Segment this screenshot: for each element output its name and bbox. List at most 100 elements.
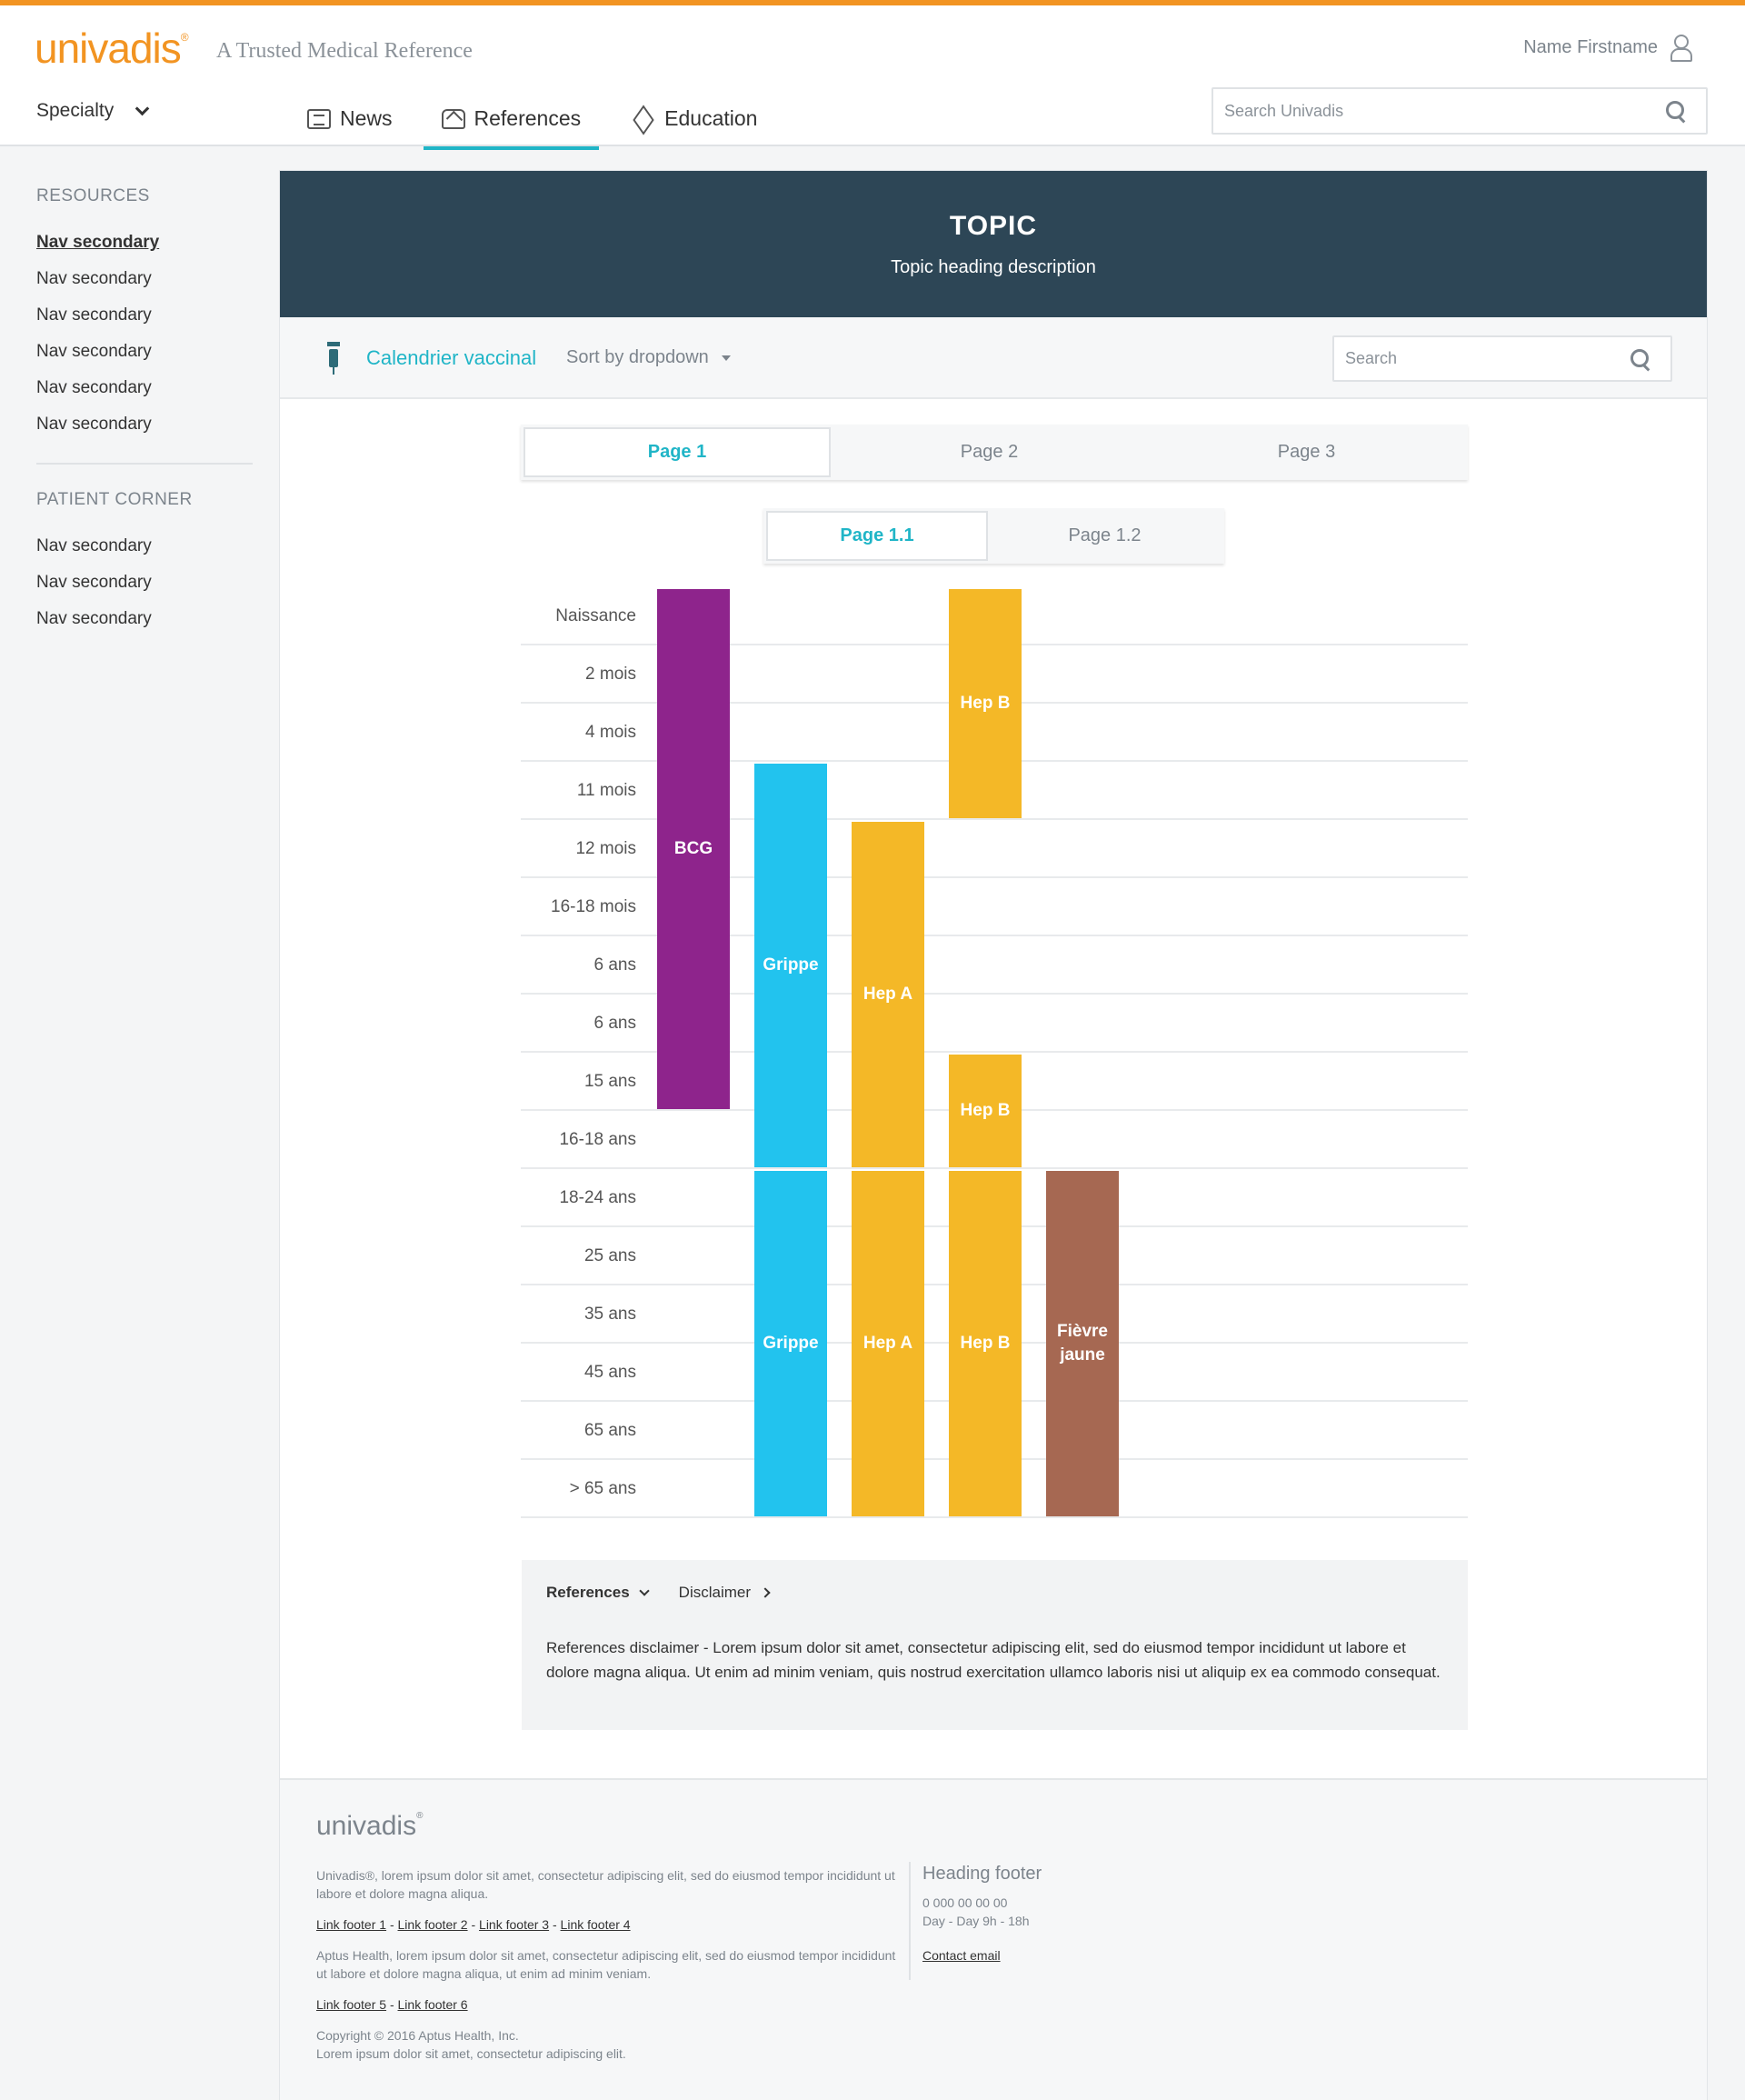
vaccine-label: Hep B (960, 694, 1011, 713)
footer-divider (909, 1862, 911, 1980)
vaccine-label: Grippe (763, 955, 819, 975)
footer-heading: Heading footer (922, 1864, 1042, 1884)
content-search-input[interactable] (1334, 337, 1670, 380)
age-label: 35 ans (583, 1305, 636, 1324)
search-icon[interactable] (1630, 349, 1650, 369)
contact-email-link[interactable]: Contact email (922, 1948, 1001, 1963)
sidebar-item-resource[interactable]: Nav secondary (36, 378, 152, 397)
specialty-dropdown[interactable]: Specialty (36, 100, 150, 122)
vaccine-bar[interactable]: Hep B (949, 589, 1022, 818)
footer-logo[interactable]: univadis® (316, 1811, 424, 1841)
vaccine-bar[interactable]: Hep B (949, 1171, 1022, 1516)
chart-row: 6 ans (521, 995, 1468, 1053)
age-label: 2 mois (585, 665, 636, 684)
sidebar-divider (36, 463, 253, 465)
topic-description: Topic heading description (891, 257, 1096, 277)
chart-row: > 65 ans (521, 1460, 1468, 1518)
site-search (1212, 87, 1708, 135)
references-toggle[interactable]: References (546, 1584, 650, 1602)
age-label: 12 mois (575, 839, 636, 858)
tab-page-1[interactable]: Page 1 (524, 427, 831, 477)
footer-link[interactable]: Link footer 5 (316, 1997, 387, 2012)
univadis-logo[interactable]: univadis® (35, 25, 189, 72)
vaccine-bar[interactable]: Grippe (754, 1171, 827, 1516)
vaccine-label: Hep A (863, 985, 913, 1004)
footer-contact: Heading footer 0 000 00 00 00 Day - Day … (922, 1865, 1042, 1965)
vaccine-bar[interactable]: Grippe (754, 764, 827, 1167)
copyright: Copyright © 2016 Aptus Health, Inc. (316, 2028, 519, 2043)
vaccine-label: Hep A (863, 1334, 913, 1353)
footer-link[interactable]: Link footer 3 (479, 1917, 550, 1932)
vaccine-bar[interactable]: Hep A (852, 1171, 924, 1516)
content-toolbar: Calendrier vaccinal Sort by dropdown (280, 317, 1707, 399)
age-label: Naissance (555, 606, 636, 625)
copyright-note: Lorem ipsum dolor sit amet, consectetur … (316, 2046, 626, 2061)
nav-references[interactable]: References (423, 87, 600, 150)
age-label: 18-24 ans (559, 1188, 636, 1207)
sidebar-item-patient[interactable]: Nav secondary (36, 536, 152, 555)
sort-dropdown[interactable]: Sort by dropdown (566, 347, 731, 368)
chart-row: 12 mois (521, 820, 1468, 878)
vaccination-calendar-chart: Naissance 2 mois 4 mois 11 mois 12 mois 16-18… (521, 587, 1468, 1701)
nav-news[interactable]: News (289, 87, 411, 150)
vaccine-bar[interactable]: Hep A (852, 822, 924, 1167)
topic-banner: TOPIC Topic heading description (280, 171, 1707, 317)
footer-info: Univadis®, lorem ipsum dolor sit amet, c… (316, 1866, 898, 2063)
vaccine-bar[interactable]: BCG (657, 589, 730, 1109)
chevron-down-icon (135, 101, 150, 115)
sidebar-item-resource[interactable]: Nav secondary (36, 233, 160, 252)
resources-heading: RESOURCES (36, 186, 150, 205)
age-label: 11 mois (576, 781, 636, 800)
sidebar-item-patient[interactable]: Nav secondary (36, 573, 152, 592)
sidebar-item-resource[interactable]: Nav secondary (36, 305, 152, 325)
vaccine-label: Hep B (960, 1334, 1011, 1353)
footer-phone: 0 000 00 00 00 (922, 1895, 1008, 1910)
site-header: univadis® A Trusted Medical Reference Na… (0, 5, 1745, 150)
topic-title: TOPIC (949, 211, 1038, 241)
sidebar-item-resource[interactable]: Nav secondary (36, 342, 152, 361)
news-icon (307, 108, 331, 129)
footer-link[interactable]: Link footer 4 (560, 1917, 631, 1932)
sidebar-item-resource[interactable]: Nav secondary (36, 415, 152, 434)
chart-row: 6 ans (521, 936, 1468, 995)
chevron-right-icon (760, 1587, 771, 1598)
content-search (1332, 335, 1672, 382)
brand-accent-bar (0, 0, 1745, 5)
vaccine-label: Grippe (763, 1334, 819, 1353)
references-icon (441, 108, 465, 129)
sidebar-item-patient[interactable]: Nav secondary (36, 609, 152, 628)
vaccine-label: Hep B (960, 1101, 1011, 1120)
search-icon[interactable] (1666, 101, 1686, 121)
footer-links-1: Link footer 1 - Link footer 2 - Link foo… (316, 1917, 631, 1932)
tab-page-2[interactable]: Page 2 (960, 442, 1019, 462)
sort-label: Sort by dropdown (566, 347, 709, 367)
user-name: Name Firstname (1523, 36, 1658, 57)
footer-link[interactable]: Link footer 2 (397, 1917, 468, 1932)
sidebar-item-resource[interactable]: Nav secondary (36, 269, 152, 288)
vaccine-bar[interactable]: Fièvre jaune (1046, 1171, 1119, 1516)
footer-text-aptus: Aptus Health, lorem ipsum dolor sit amet… (316, 1948, 896, 1981)
vaccine-bar[interactable]: Hep B (949, 1055, 1022, 1167)
tab-page-1-2[interactable]: Page 1.2 (1068, 525, 1142, 545)
footer-text-univadis: Univadis®, lorem ipsum dolor sit amet, c… (316, 1868, 895, 1901)
chart-row: 11 mois (521, 762, 1468, 820)
footer-hours: Day - Day 9h - 18h (922, 1914, 1030, 1928)
main-nav: News References Education (289, 87, 788, 150)
footer-links-2: Link footer 5 - Link footer 6 (316, 1997, 468, 2012)
tab-page-1-1[interactable]: Page 1.1 (766, 511, 988, 561)
nav-education[interactable]: Education (612, 87, 775, 150)
age-label: 65 ans (583, 1421, 636, 1440)
footer-link[interactable]: Link footer 1 (316, 1917, 387, 1932)
age-label: 25 ans (583, 1246, 636, 1265)
specialty-label: Specialty (36, 100, 115, 121)
footer-link[interactable]: Link footer 6 (397, 1997, 468, 2012)
calendar-title: Calendrier vaccinal (366, 346, 537, 369)
tab-page-3[interactable]: Page 3 (1277, 442, 1336, 462)
page-tabs: Page 1 Page 2 Page 3 (521, 425, 1468, 480)
user-menu[interactable]: Name Firstname (1523, 35, 1692, 62)
site-search-input[interactable] (1213, 89, 1706, 133)
patient-corner-heading: PATIENT CORNER (36, 490, 193, 509)
references-panel: References Disclaimer References disclai… (522, 1560, 1468, 1730)
age-label: > 65 ans (569, 1479, 636, 1498)
disclaimer-toggle[interactable]: Disclaimer (679, 1584, 771, 1602)
